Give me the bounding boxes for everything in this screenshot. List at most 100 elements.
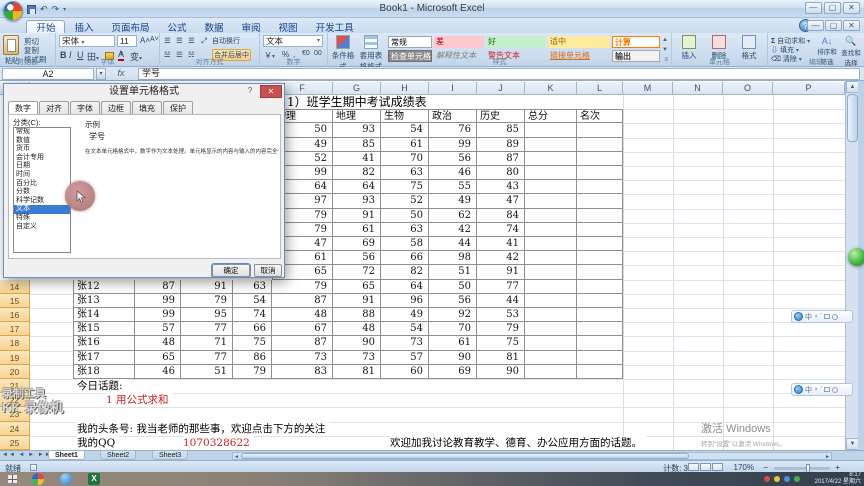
undo-icon[interactable]: ↶ xyxy=(40,3,48,14)
empty-cell[interactable] xyxy=(577,151,623,166)
subject-header-cell[interactable]: 名次 xyxy=(577,109,623,124)
empty-cell[interactable] xyxy=(525,123,577,138)
category-item-文本[interactable]: 文本 xyxy=(14,205,70,214)
row-header-22[interactable]: 22 xyxy=(0,393,30,408)
cancel-button[interactable]: 取消 xyxy=(254,264,282,277)
student-name-cell[interactable]: 张17 xyxy=(73,350,135,365)
dialog-tab-4[interactable]: 边框 xyxy=(101,101,131,114)
note-text[interactable]: 1070328622 xyxy=(183,435,254,450)
shrink-font-icon[interactable]: A˅ xyxy=(150,36,159,43)
student-name-cell[interactable]: 张12 xyxy=(73,279,135,294)
sheet-tab-Sheet1[interactable]: Sheet1 xyxy=(48,451,85,460)
score-cell[interactable]: 73 xyxy=(272,350,333,365)
dialog-tab-5[interactable]: 填充 xyxy=(132,101,162,114)
conditional-formatting-button[interactable]: 条件格式 xyxy=(330,35,356,71)
italic-icon[interactable]: I xyxy=(69,50,72,60)
empty-cell[interactable] xyxy=(525,350,577,365)
align-bottom-icon[interactable]: ☰ xyxy=(188,36,195,45)
score-cell[interactable]: 66 xyxy=(233,322,272,337)
cut-button[interactable]: 剪切 xyxy=(24,37,39,46)
score-cell[interactable]: 89 xyxy=(477,137,525,152)
zoom-slider[interactable] xyxy=(774,464,830,473)
empty-cell[interactable] xyxy=(525,265,577,280)
score-cell[interactable]: 53 xyxy=(477,308,525,323)
score-cell[interactable]: 90 xyxy=(333,336,381,351)
scroll-down-icon[interactable]: ▼ xyxy=(846,438,859,450)
view-buttons[interactable] xyxy=(688,463,724,473)
macro-record-icon[interactable] xyxy=(30,464,37,471)
ribbon-tab-4[interactable]: 公式 xyxy=(167,23,187,34)
page-break-view-icon[interactable] xyxy=(712,463,723,471)
empty-cell[interactable] xyxy=(30,294,73,308)
empty-cell[interactable] xyxy=(577,308,623,323)
empty-cell[interactable] xyxy=(577,237,623,252)
note-text[interactable]: 我的头条号: 我当老师的那些事，欢迎点击下方的关注 xyxy=(77,421,330,436)
underline-icon[interactable]: U xyxy=(77,50,84,60)
category-item-特殊[interactable]: 特殊 xyxy=(16,213,30,221)
score-cell[interactable]: 91 xyxy=(181,279,233,294)
cell-style-检查单元格[interactable]: 检查单元格 xyxy=(388,50,432,62)
score-cell[interactable]: 52 xyxy=(381,194,429,209)
score-cell[interactable]: 73 xyxy=(381,336,429,351)
score-cell[interactable]: 67 xyxy=(272,322,333,337)
score-cell[interactable]: 51 xyxy=(181,364,233,379)
empty-cell[interactable] xyxy=(577,336,623,351)
column-header-M[interactable]: M xyxy=(623,82,673,95)
sogou-logo-icon[interactable] xyxy=(794,385,803,394)
browser-app-icon[interactable] xyxy=(32,473,44,485)
score-cell[interactable]: 74 xyxy=(477,222,525,237)
sheet-nav-buttons[interactable]: ◄◄ ◄ ► ►► xyxy=(2,452,52,458)
empty-cell[interactable] xyxy=(577,279,623,294)
score-cell[interactable]: 51 xyxy=(429,265,477,280)
empty-cell[interactable] xyxy=(30,308,73,322)
minimize-button[interactable]: — xyxy=(805,2,822,14)
subject-header-cell[interactable]: 总分 xyxy=(525,109,577,124)
score-cell[interactable]: 54 xyxy=(233,293,272,308)
score-cell[interactable]: 50 xyxy=(429,279,477,294)
orientation-icon[interactable]: ⤢ xyxy=(201,36,207,45)
score-cell[interactable]: 79 xyxy=(233,364,272,379)
score-cell[interactable]: 96 xyxy=(381,293,429,308)
dialog-tab-1[interactable]: 数字 xyxy=(8,101,38,114)
empty-cell[interactable] xyxy=(577,364,623,379)
paste-icon[interactable] xyxy=(3,35,19,55)
row-header-23[interactable]: 23 xyxy=(0,407,30,422)
column-header-O[interactable]: O xyxy=(723,82,773,95)
empty-cell[interactable] xyxy=(30,351,73,365)
score-cell[interactable]: 69 xyxy=(333,237,381,252)
score-cell[interactable]: 75 xyxy=(233,336,272,351)
increase-decimal-icon[interactable]: €0 xyxy=(302,50,310,57)
subject-header-cell[interactable]: 政治 xyxy=(429,109,477,124)
note-text[interactable]: 欢迎加我讨论教育教学、德育、办公应用方面的话题。 xyxy=(390,435,646,450)
scroll-right-icon[interactable]: ► xyxy=(825,454,830,460)
category-item-货币[interactable]: 货币 xyxy=(16,145,30,153)
start-button-icon[interactable] xyxy=(8,475,17,483)
borders-icon[interactable]: 田▾ xyxy=(87,52,100,62)
keyboard-icon[interactable] xyxy=(823,314,830,319)
score-cell[interactable]: 57 xyxy=(135,322,181,337)
empty-cell[interactable] xyxy=(525,336,577,351)
score-cell[interactable]: 70 xyxy=(429,322,477,337)
category-item-会计专用[interactable]: 会计专用 xyxy=(16,153,44,161)
align-center-icon[interactable]: ☰ xyxy=(176,50,183,59)
gallery-more-icon[interactable]: ≡ xyxy=(664,57,668,63)
keyboard-icon[interactable] xyxy=(823,387,830,392)
row-header-17[interactable]: 17 xyxy=(0,322,30,337)
category-item-时间[interactable]: 时间 xyxy=(16,170,30,178)
category-item-自定义[interactable]: 自定义 xyxy=(16,222,37,230)
ime-toolbar-1[interactable]: 中 ◗ ’ xyxy=(791,310,853,323)
score-cell[interactable]: 80 xyxy=(477,166,525,181)
workbook-restore-button[interactable]: ▢ xyxy=(825,20,842,31)
insert-cells-button[interactable]: 插入 xyxy=(676,35,702,65)
tray-icon-red[interactable] xyxy=(764,476,770,482)
formula-input[interactable]: 学号 xyxy=(138,68,860,80)
score-cell[interactable]: 46 xyxy=(429,166,477,181)
score-cell[interactable]: 63 xyxy=(381,222,429,237)
score-cell[interactable]: 76 xyxy=(429,123,477,138)
delete-cells-button[interactable]: 删除 xyxy=(706,35,732,65)
subject-header-cell[interactable]: 历史 xyxy=(477,109,525,124)
vertical-scroll-thumb[interactable] xyxy=(847,94,858,142)
score-cell[interactable]: 83 xyxy=(272,364,333,379)
column-header-I[interactable]: I xyxy=(429,82,477,95)
score-cell[interactable]: 71 xyxy=(181,336,233,351)
